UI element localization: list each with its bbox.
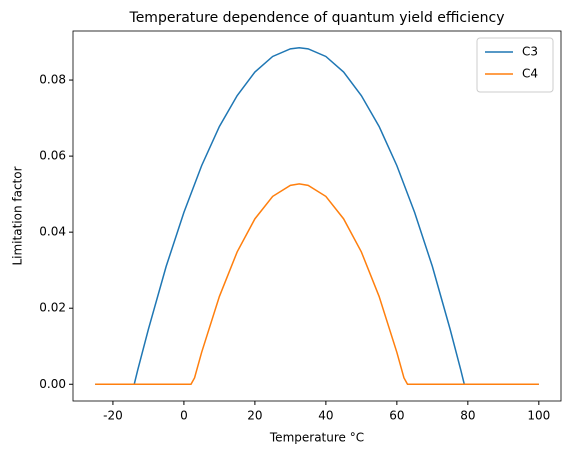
x-tick-label: 60 — [389, 409, 404, 423]
chart-title: Temperature dependence of quantum yield … — [129, 10, 505, 26]
x-tick-label: 100 — [527, 409, 550, 423]
y-axis-label: Limitation factor — [11, 166, 25, 265]
legend-label: C3 — [522, 45, 538, 59]
line-series — [95, 183, 539, 386]
x-tick-label: 40 — [318, 409, 333, 423]
x-tick-label: 20 — [247, 409, 262, 423]
y-tick-label: 0.04 — [39, 225, 66, 239]
y-tick-label: 0.00 — [39, 377, 66, 391]
x-tick-label: 80 — [460, 409, 475, 423]
plot-frame — [72, 30, 562, 402]
y-tick-label: 0.02 — [39, 301, 66, 315]
y-tick-label: 0.06 — [39, 149, 66, 163]
y-tick-label: 0.08 — [39, 73, 66, 87]
x-axis-label: Temperature °C — [269, 431, 364, 445]
x-tick-label: 0 — [180, 409, 188, 423]
legend: C3 C4 — [476, 37, 554, 93]
line-series — [95, 46, 539, 386]
x-tick-label: -20 — [103, 409, 123, 423]
legend-box — [476, 37, 554, 93]
legend-label: C4 — [522, 67, 538, 81]
